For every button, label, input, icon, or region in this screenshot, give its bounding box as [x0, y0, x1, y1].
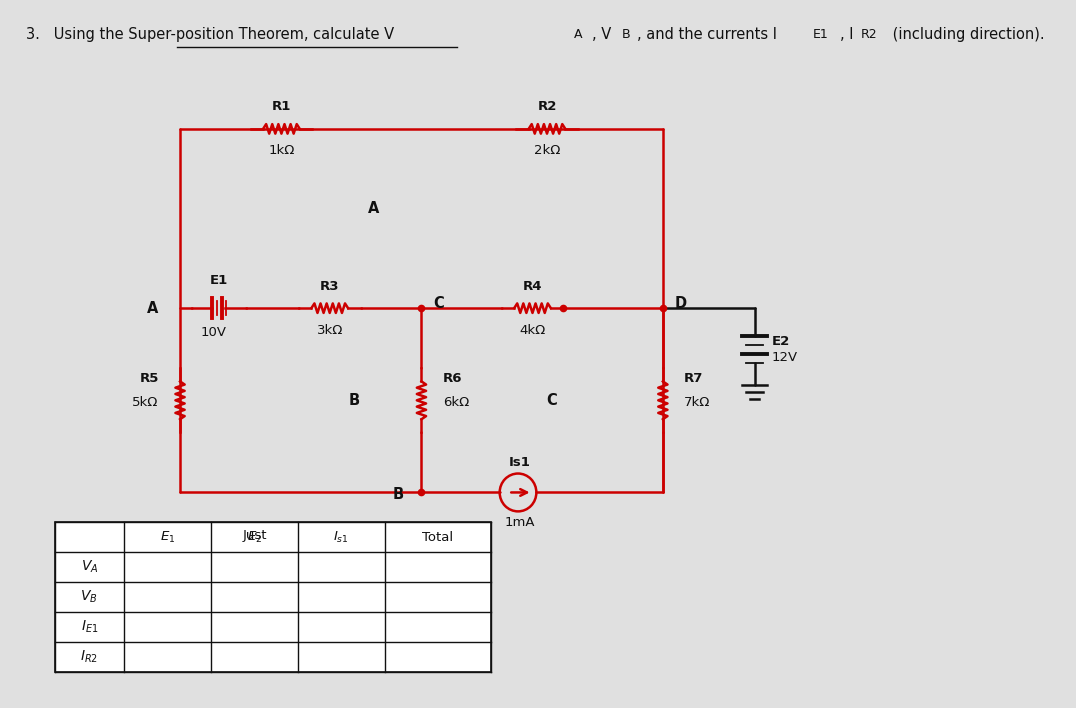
- Text: 1mA: 1mA: [505, 516, 535, 529]
- Text: C: C: [434, 296, 444, 311]
- Text: E1: E1: [210, 274, 228, 287]
- Text: A: A: [574, 28, 582, 41]
- Text: 3kΩ: 3kΩ: [316, 324, 343, 336]
- Text: $E_2$: $E_2$: [246, 530, 263, 545]
- Text: 6kΩ: 6kΩ: [442, 396, 469, 409]
- Text: 1kΩ: 1kΩ: [268, 144, 295, 157]
- Text: E2: E2: [771, 335, 790, 348]
- Text: R5: R5: [140, 372, 159, 385]
- Text: 2kΩ: 2kΩ: [534, 144, 561, 157]
- Text: A: A: [368, 201, 379, 216]
- Text: B: B: [393, 487, 405, 502]
- Text: 5kΩ: 5kΩ: [132, 396, 159, 409]
- Text: R4: R4: [523, 280, 542, 293]
- Text: R6: R6: [442, 372, 463, 385]
- Text: , and the currents I: , and the currents I: [637, 27, 777, 42]
- Text: R3: R3: [320, 280, 339, 293]
- Text: B: B: [349, 393, 359, 408]
- Text: A: A: [147, 301, 158, 316]
- FancyBboxPatch shape: [55, 523, 491, 672]
- Text: E1: E1: [812, 28, 829, 41]
- Text: $I_{E1}$: $I_{E1}$: [81, 619, 98, 635]
- Text: C: C: [547, 393, 557, 408]
- Text: Total: Total: [422, 531, 453, 544]
- Text: , V: , V: [593, 27, 611, 42]
- Text: (including direction).: (including direction).: [888, 27, 1045, 42]
- Text: R2: R2: [861, 28, 877, 41]
- Text: R7: R7: [684, 372, 704, 385]
- Text: Just: Just: [242, 530, 267, 542]
- Text: $V_A$: $V_A$: [81, 559, 98, 576]
- Text: D: D: [675, 296, 686, 311]
- Text: , I: , I: [839, 27, 853, 42]
- Text: 7kΩ: 7kΩ: [684, 396, 710, 409]
- Text: $I_{s1}$: $I_{s1}$: [334, 530, 350, 545]
- Text: 3.   Using the Super-position Theorem, calculate V: 3. Using the Super-position Theorem, cal…: [26, 27, 394, 42]
- Text: Is1: Is1: [509, 456, 530, 469]
- Text: $V_B$: $V_B$: [81, 589, 98, 605]
- Text: $I_{R2}$: $I_{R2}$: [81, 649, 98, 665]
- Text: B: B: [621, 28, 629, 41]
- Text: 10V: 10V: [201, 326, 227, 338]
- Text: 12V: 12V: [771, 351, 798, 365]
- Text: R1: R1: [272, 101, 292, 113]
- Text: 4kΩ: 4kΩ: [520, 324, 546, 336]
- Text: R2: R2: [537, 101, 556, 113]
- Text: $E_1$: $E_1$: [160, 530, 175, 545]
